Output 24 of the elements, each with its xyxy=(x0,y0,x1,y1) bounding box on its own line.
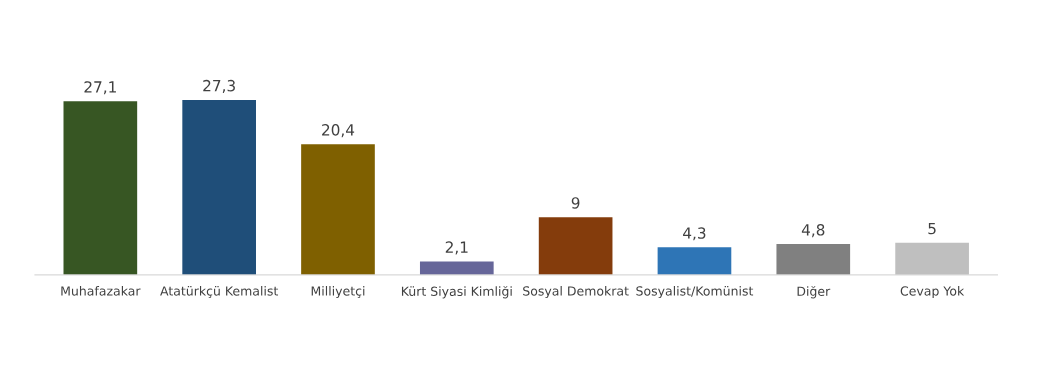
data-label: 9 xyxy=(571,197,580,209)
x-tick-label: Kürt Siyasi Kimliği xyxy=(401,285,512,299)
x-tick-label: Atatürkçü Kemalist xyxy=(160,285,279,298)
x-tick-label: Diğer xyxy=(797,285,831,299)
bar xyxy=(182,99,256,275)
data-label: 4,3 xyxy=(683,227,706,241)
data-label: 20,4 xyxy=(322,124,355,138)
x-tick-label: Cevap Yok xyxy=(900,285,965,299)
bar xyxy=(776,244,851,275)
bar xyxy=(538,217,613,275)
data-label: 4,8 xyxy=(801,224,825,238)
data-label: 27,3 xyxy=(203,79,235,93)
bar xyxy=(419,261,494,275)
x-tick-label: Sosyalist/Komünist xyxy=(636,285,754,299)
bar xyxy=(895,242,969,275)
x-tick-label: Sosyal Demokrat xyxy=(523,285,629,299)
bar xyxy=(657,247,732,275)
data-label: 2,1 xyxy=(445,241,468,255)
x-tick-label: Muhafazakar xyxy=(61,285,141,296)
x-tick-label: Milliyetçi xyxy=(311,285,365,299)
data-label: 5 xyxy=(928,222,936,235)
bar xyxy=(63,101,138,275)
data-label: 27,1 xyxy=(84,81,116,95)
bar xyxy=(301,144,375,275)
